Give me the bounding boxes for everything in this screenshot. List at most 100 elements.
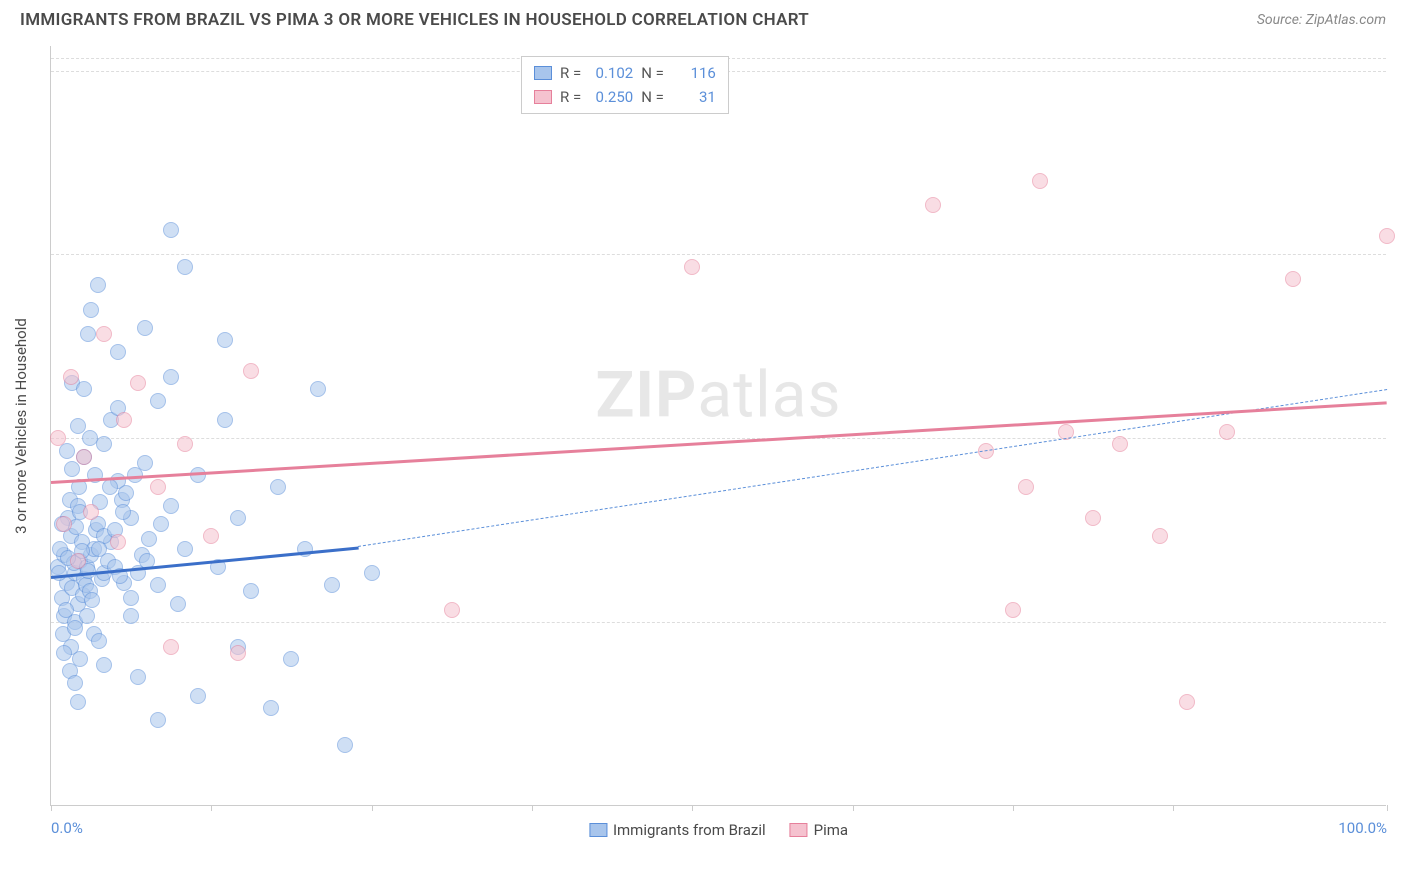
title-bar: IMMIGRANTS FROM BRAZIL VS PIMA 3 OR MORE…	[0, 0, 1406, 38]
data-point	[70, 553, 86, 569]
data-point	[1179, 694, 1195, 710]
data-point	[141, 531, 157, 547]
data-point	[110, 534, 126, 550]
data-point	[177, 436, 193, 452]
data-point	[96, 657, 112, 673]
legend-stat-row: R = 0.102 N = 116	[534, 61, 716, 85]
data-point	[123, 608, 139, 624]
data-point	[310, 381, 326, 397]
legend-label: Pima	[814, 821, 848, 839]
data-point	[150, 479, 166, 495]
legend-series: Immigrants from Brazil Pima	[589, 821, 848, 839]
data-point	[324, 577, 340, 593]
legend-swatch	[790, 823, 808, 837]
y-axis-label: 3 or more Vehicles in Household	[12, 318, 30, 534]
stat-value-n: 31	[672, 85, 716, 109]
stat-value-r: 0.102	[589, 61, 633, 85]
stat-label-n: N =	[641, 85, 664, 109]
data-point	[96, 326, 112, 342]
data-point	[364, 565, 380, 581]
data-point	[203, 528, 219, 544]
data-point	[283, 651, 299, 667]
data-point	[83, 302, 99, 318]
legend-stats: R =0.102N =116R =0.250N =31	[521, 56, 729, 114]
data-point	[1112, 436, 1128, 452]
data-point	[163, 639, 179, 655]
data-point	[102, 479, 118, 495]
data-point	[263, 700, 279, 716]
data-point	[115, 504, 131, 520]
data-point	[67, 620, 83, 636]
data-point	[1379, 228, 1395, 244]
data-point	[1032, 173, 1048, 189]
data-point	[83, 504, 99, 520]
x-tick	[1173, 805, 1174, 811]
data-point	[76, 381, 92, 397]
data-point	[50, 430, 66, 446]
data-point	[163, 498, 179, 514]
data-point	[137, 455, 153, 471]
trend-line	[51, 401, 1387, 483]
data-point	[190, 688, 206, 704]
y-tick-label: 60.0%	[1391, 62, 1406, 80]
data-point	[137, 320, 153, 336]
data-point	[63, 369, 79, 385]
data-point	[1005, 602, 1021, 618]
source-prefix: Source:	[1257, 12, 1306, 28]
data-point	[444, 602, 460, 618]
x-tick	[1387, 805, 1388, 811]
legend-label: Immigrants from Brazil	[613, 821, 766, 839]
data-point	[56, 516, 72, 532]
data-point	[118, 485, 134, 501]
data-point	[177, 541, 193, 557]
data-point	[153, 516, 169, 532]
x-tick	[692, 805, 693, 811]
data-point	[150, 712, 166, 728]
y-tick-label: 30.0%	[1391, 429, 1406, 447]
data-point	[72, 651, 88, 667]
data-point	[177, 259, 193, 275]
data-point	[217, 332, 233, 348]
data-point	[130, 375, 146, 391]
data-point	[230, 645, 246, 661]
data-point	[79, 608, 95, 624]
data-point	[51, 565, 67, 581]
data-point	[76, 449, 92, 465]
gridline	[51, 438, 1386, 439]
data-point	[1085, 510, 1101, 526]
y-tick-label: 45.0%	[1391, 245, 1406, 263]
source-attribution: Source: ZipAtlas.com	[1257, 12, 1386, 28]
source-name: ZipAtlas.com	[1306, 12, 1386, 28]
legend-item: Immigrants from Brazil	[589, 821, 766, 839]
data-point	[96, 436, 112, 452]
x-tick	[532, 805, 533, 811]
data-point	[163, 222, 179, 238]
data-point	[130, 669, 146, 685]
stat-label-r: R =	[560, 61, 581, 85]
x-tick	[51, 805, 52, 811]
data-point	[91, 633, 107, 649]
legend-swatch	[534, 66, 552, 80]
legend-swatch	[589, 823, 607, 837]
data-point	[1219, 424, 1235, 440]
data-point	[91, 541, 107, 557]
data-point	[80, 326, 96, 342]
data-point	[243, 363, 259, 379]
gridline	[51, 254, 1386, 255]
x-tick	[853, 805, 854, 811]
x-tick	[372, 805, 373, 811]
data-point	[84, 592, 100, 608]
x-tick	[1013, 805, 1014, 811]
data-point	[90, 277, 106, 293]
data-point	[337, 737, 353, 753]
data-point	[925, 197, 941, 213]
data-point	[270, 479, 286, 495]
plot-area: 15.0%30.0%45.0%60.0%0.0%100.0%	[51, 46, 1386, 805]
chart-container: 3 or more Vehicles in Household 15.0%30.…	[50, 46, 1386, 806]
stat-label-n: N =	[641, 61, 664, 85]
gridline	[51, 622, 1386, 623]
data-point	[1152, 528, 1168, 544]
stat-value-n: 116	[672, 61, 716, 85]
data-point	[1018, 479, 1034, 495]
y-tick-label: 15.0%	[1391, 613, 1406, 631]
